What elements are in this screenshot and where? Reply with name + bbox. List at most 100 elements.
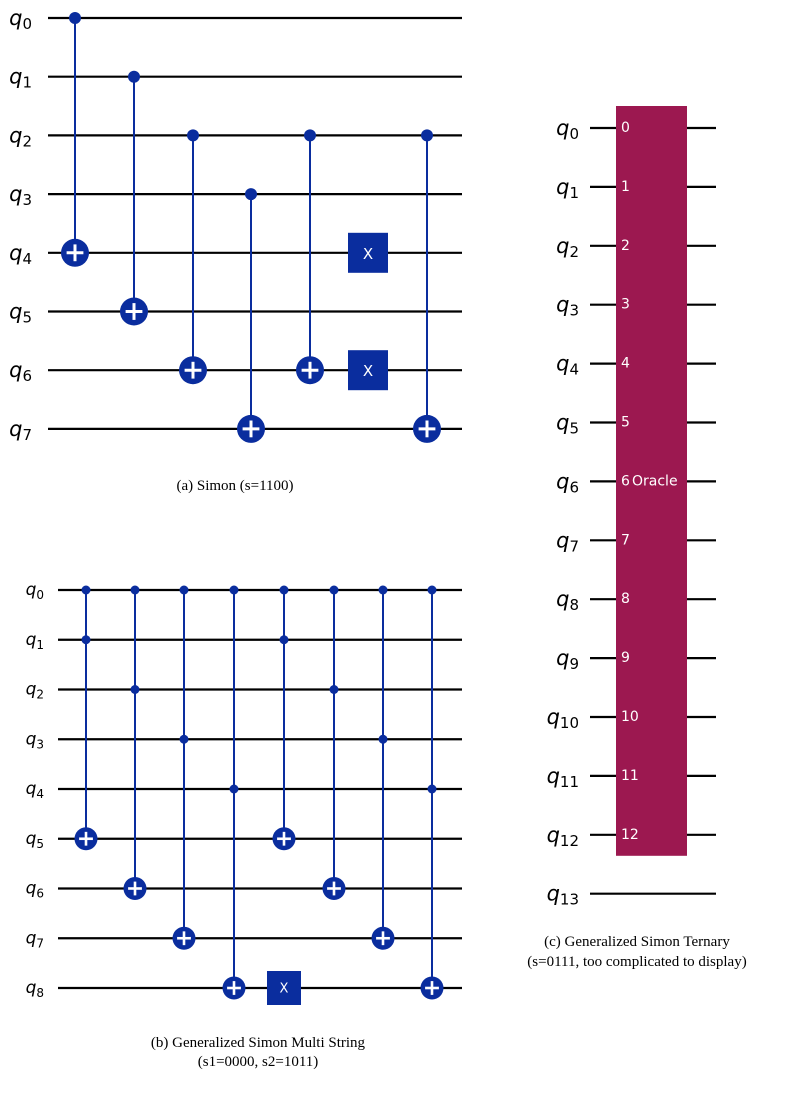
cnot-target: [123, 877, 147, 900]
caption-c-line2: (s=0111, too complicated to display): [527, 954, 746, 970]
qubit-label: q6: [26, 879, 44, 901]
qubit-label: q13: [547, 882, 579, 909]
panel-b: q0 q1 q2 q3 q4 q5 q6 q7 q8 X (b) Generalized Simon…: [26, 580, 462, 1070]
control-dot: [179, 734, 189, 744]
oracle-port-label: 1: [621, 179, 630, 195]
qubit-label: q0: [26, 580, 44, 602]
x-gate: X: [348, 232, 388, 273]
control-dot: [69, 12, 81, 24]
qubit-label: q6: [556, 469, 579, 496]
control-dot: [279, 585, 289, 595]
cx-gate: [179, 129, 207, 385]
caption-b-line2: (s1=0000, s2=1011): [198, 1054, 319, 1070]
x-gate: X: [267, 971, 301, 1005]
x-gate-label: X: [363, 362, 373, 380]
cnot-target: [179, 356, 207, 385]
ccx-gate: [123, 585, 147, 900]
cx-gate: [237, 188, 265, 443]
qubit-label: q0: [9, 6, 32, 33]
qubit-label: q7: [26, 928, 44, 950]
qubit-label: q5: [556, 411, 579, 438]
cnot-target: [272, 827, 296, 851]
cnot-target: [296, 356, 324, 385]
cx-gate: [120, 70, 148, 326]
qubit-label: q4: [556, 352, 579, 379]
qubit-label: q1: [26, 630, 44, 652]
qubit-label: q8: [26, 978, 44, 1000]
oracle-box: [616, 106, 687, 856]
ccx-gate: [420, 585, 444, 1000]
oracle-port-label: 10: [621, 709, 639, 725]
oracle-port-label: 5: [621, 415, 630, 431]
control-dot: [378, 585, 388, 595]
cnot-target: [420, 976, 444, 1000]
cnot-target: [222, 976, 246, 1000]
x-gate-label: X: [280, 982, 289, 997]
cnot-target: [61, 238, 89, 267]
oracle-port-label: 7: [621, 532, 630, 548]
control-dot: [229, 784, 239, 794]
control-dot: [130, 685, 140, 694]
qubit-label: q2: [26, 680, 44, 702]
qubit-label: q4: [9, 241, 32, 268]
control-dot: [304, 129, 316, 142]
oracle-port-label: 2: [621, 238, 630, 254]
control-dot: [329, 685, 339, 694]
oracle-port-label: 4: [621, 356, 630, 372]
control-dot: [81, 635, 91, 645]
ccx-gate: [371, 585, 395, 950]
panel-a: q0 q1 q2 q3 q4 q5 q6 q7 X X (a) Simon (s=1100): [9, 6, 462, 494]
cx-gate: [413, 129, 441, 443]
ccx-gate: [222, 585, 246, 1000]
qubit-label: q12: [547, 823, 579, 850]
cnot-target: [413, 414, 441, 443]
control-dot: [179, 585, 189, 595]
cx-gate: [61, 12, 89, 267]
qubit-label: q3: [9, 182, 32, 209]
caption-a: (a) Simon (s=1100): [176, 478, 293, 494]
qubit-label: q5: [9, 300, 32, 327]
qubit-label: q0: [556, 116, 579, 143]
control-dot: [329, 585, 339, 595]
qubit-label: q3: [26, 729, 44, 751]
control-dot: [427, 585, 437, 595]
control-dot: [245, 188, 257, 201]
oracle-port-label: 0: [621, 120, 630, 136]
control-dot: [81, 585, 91, 595]
panel-c: q0q1q2q3q4q5q6q7q8q9q10q11q12q1301234567…: [527, 106, 747, 970]
x-gate-box: [348, 232, 388, 273]
control-dot: [187, 129, 199, 142]
x-gate: X: [348, 350, 388, 391]
cx-gate: [296, 129, 324, 385]
control-dot: [279, 635, 289, 645]
ccx-gate: [272, 585, 296, 851]
x-gate-box: [267, 971, 301, 1005]
cnot-target: [322, 877, 346, 900]
oracle-port-label: 11: [621, 768, 639, 784]
qubit-label: q1: [9, 65, 32, 92]
oracle-port-label: 9: [621, 650, 630, 666]
ccx-gate: [74, 585, 98, 851]
qubit-label: q3: [556, 293, 579, 320]
qubit-label: q7: [9, 417, 32, 444]
qubit-label: q2: [556, 234, 579, 261]
oracle-port-label: 8: [621, 591, 630, 607]
control-dot: [427, 784, 437, 794]
qubit-label: q10: [547, 705, 579, 732]
cnot-target: [74, 827, 98, 851]
caption-b-line1: (b) Generalized Simon Multi String: [151, 1035, 366, 1051]
control-dot: [130, 585, 140, 595]
qubit-label: q5: [26, 829, 44, 851]
cnot-target: [371, 926, 395, 950]
qubit-label: q2: [9, 123, 32, 150]
oracle-port-label: 6: [621, 473, 630, 489]
oracle-port-label: 12: [621, 827, 639, 843]
control-dot: [128, 70, 140, 83]
control-dot: [229, 585, 239, 595]
cnot-target: [172, 926, 196, 950]
cnot-target: [237, 414, 265, 443]
qubit-label: q1: [556, 175, 579, 202]
qubit-label: q7: [556, 528, 579, 555]
ccx-gate: [172, 585, 196, 950]
qubit-label: q9: [556, 646, 579, 673]
